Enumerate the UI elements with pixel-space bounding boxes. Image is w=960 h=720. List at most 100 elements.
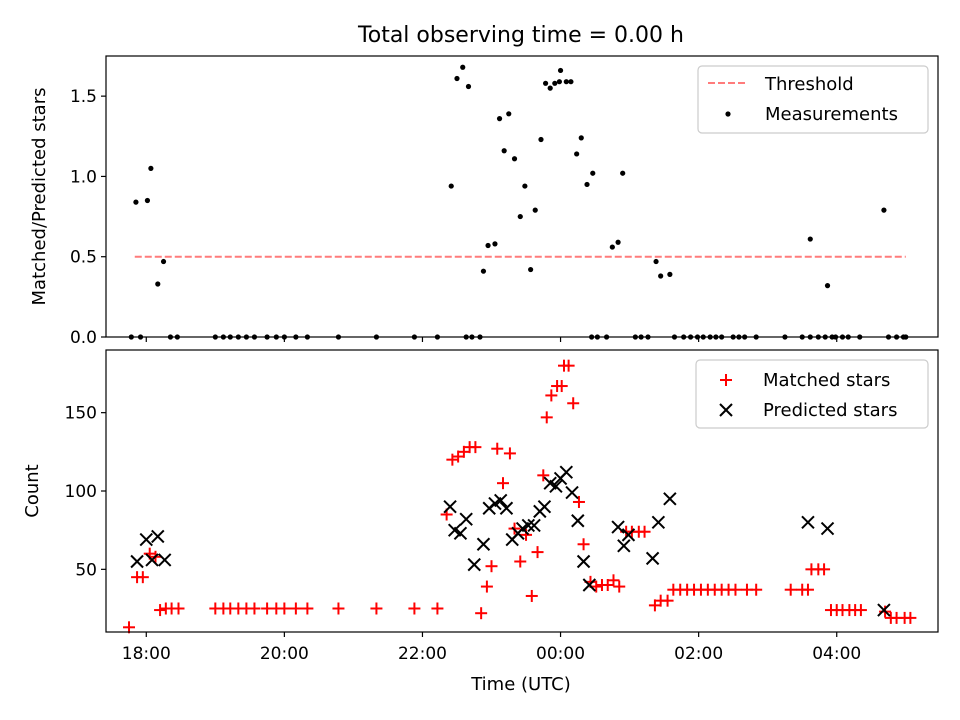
matched-star-point xyxy=(537,469,550,482)
matched-star-point xyxy=(904,611,917,624)
matched-star-point xyxy=(729,583,742,596)
measurement-point xyxy=(590,170,596,176)
matched-star-point xyxy=(503,447,516,460)
measurement-point xyxy=(144,197,151,204)
measurement-point xyxy=(485,242,491,249)
measurement-point xyxy=(653,258,659,265)
top-legend: Threshold Measurements xyxy=(697,65,929,134)
bottom-ytick-label: 150 xyxy=(65,404,97,424)
measurement-point xyxy=(496,116,503,122)
matched-star-point xyxy=(801,583,814,596)
matched-star-point xyxy=(469,441,482,454)
predicted-star-point xyxy=(494,493,508,508)
predicted-star-point xyxy=(499,501,514,515)
measurement-point xyxy=(807,236,813,242)
legend-predicted-label: Predicted stars xyxy=(763,400,897,421)
matched-star-point xyxy=(278,602,291,615)
measurement-point xyxy=(517,213,523,220)
predicted-star-point xyxy=(559,465,574,479)
predicted-star-point xyxy=(801,515,815,530)
predicted-star-point xyxy=(130,554,144,569)
measurement-point xyxy=(568,79,574,85)
matched-star-point xyxy=(301,602,314,615)
measurement-point xyxy=(547,85,553,91)
matched-star-point xyxy=(408,602,421,615)
matched-star-point xyxy=(136,571,149,584)
predicted-star-point xyxy=(611,520,625,534)
bottom-legend-box xyxy=(695,359,929,429)
legend-measurements-label: Measurements xyxy=(765,104,898,125)
measurement-point xyxy=(563,79,569,85)
legend-threshold-label: Threshold xyxy=(764,74,854,95)
measurement-point xyxy=(532,207,538,213)
top-axes: 0.0 0.5 1.0 1.5 Matched/Predicted stars Thr… xyxy=(29,55,939,348)
measurement-point xyxy=(133,199,139,205)
measurement-point xyxy=(557,67,564,74)
measurement-point xyxy=(620,170,626,176)
predicted-star-point xyxy=(453,526,468,541)
predicted-star-point xyxy=(151,529,165,544)
legend-matched-label: Matched stars xyxy=(763,370,890,391)
bottom-ytick-label: 50 xyxy=(75,560,97,580)
matched-star-point xyxy=(480,580,493,593)
bottom-ytick-label: 100 xyxy=(65,482,97,502)
matched-star-point xyxy=(475,607,488,620)
predicted-star-point xyxy=(537,499,552,514)
bottom-xtick-label: 18:00 xyxy=(122,644,171,664)
top-ytick-label: 1.0 xyxy=(70,167,97,187)
matched-star-point xyxy=(525,589,538,602)
bottom-y-axis-label: Count xyxy=(22,464,43,517)
bottom-x-axis-label: Time (UTC) xyxy=(470,674,571,695)
top-y-axis-label: Matched/Predicted stars xyxy=(29,88,50,306)
measurement-point xyxy=(542,80,549,86)
matched-star-point xyxy=(289,602,302,615)
bottom-xtick-label: 02:00 xyxy=(674,644,723,664)
legend-measurements-swatch xyxy=(725,111,731,117)
predicted-star-point xyxy=(663,492,677,506)
measurement-point xyxy=(460,64,466,70)
measurement-point xyxy=(881,207,887,213)
legend-matched-swatch xyxy=(720,374,732,386)
matched-star-point xyxy=(854,604,867,617)
measurement-point xyxy=(578,135,584,141)
predicted-star-point xyxy=(549,479,563,494)
measurement-point xyxy=(528,266,534,273)
predicted-star-point xyxy=(582,578,597,592)
top-axes-frame xyxy=(105,55,939,338)
measurement-point xyxy=(522,183,528,189)
matched-star-point xyxy=(123,621,136,634)
matched-star-point xyxy=(154,604,167,617)
top-ytick-label: 0.5 xyxy=(70,248,97,268)
measurement-point xyxy=(501,148,507,154)
measurement-point xyxy=(552,80,558,86)
matched-star-point xyxy=(540,411,553,424)
measurement-point xyxy=(667,271,673,277)
measurement-point xyxy=(556,79,562,85)
legend-predicted-swatch xyxy=(719,403,733,417)
bottom-axes-frame xyxy=(105,349,939,633)
measurement-point xyxy=(609,244,615,250)
matched-star-point xyxy=(545,389,558,402)
bottom-xtick-label: 00:00 xyxy=(536,644,585,664)
matched-star-point xyxy=(485,560,498,573)
matched-star-point xyxy=(577,538,590,551)
predicted-star-point xyxy=(527,518,541,533)
matched-star-point xyxy=(555,380,568,393)
measurement-point xyxy=(824,283,831,289)
measurement-point xyxy=(658,273,664,279)
measurement-point xyxy=(148,165,154,171)
bottom-legend: Matched stars Predicted stars xyxy=(695,359,929,429)
predicted-star-point xyxy=(617,539,631,553)
bottom-axes: 50 100 150 18:00 20:00 22:00 00:00 02:00 04:00 C… xyxy=(22,349,939,695)
predicted-star-point xyxy=(443,499,457,514)
measurement-point xyxy=(511,156,518,162)
measurement-point xyxy=(155,281,161,287)
matched-star-point xyxy=(446,453,459,466)
predicted-star-point xyxy=(571,514,585,528)
matched-star-point xyxy=(562,359,575,372)
matched-star-point xyxy=(661,594,674,607)
matched-star-point xyxy=(607,574,620,587)
measurement-point xyxy=(480,268,487,274)
measurement-point xyxy=(538,136,544,143)
